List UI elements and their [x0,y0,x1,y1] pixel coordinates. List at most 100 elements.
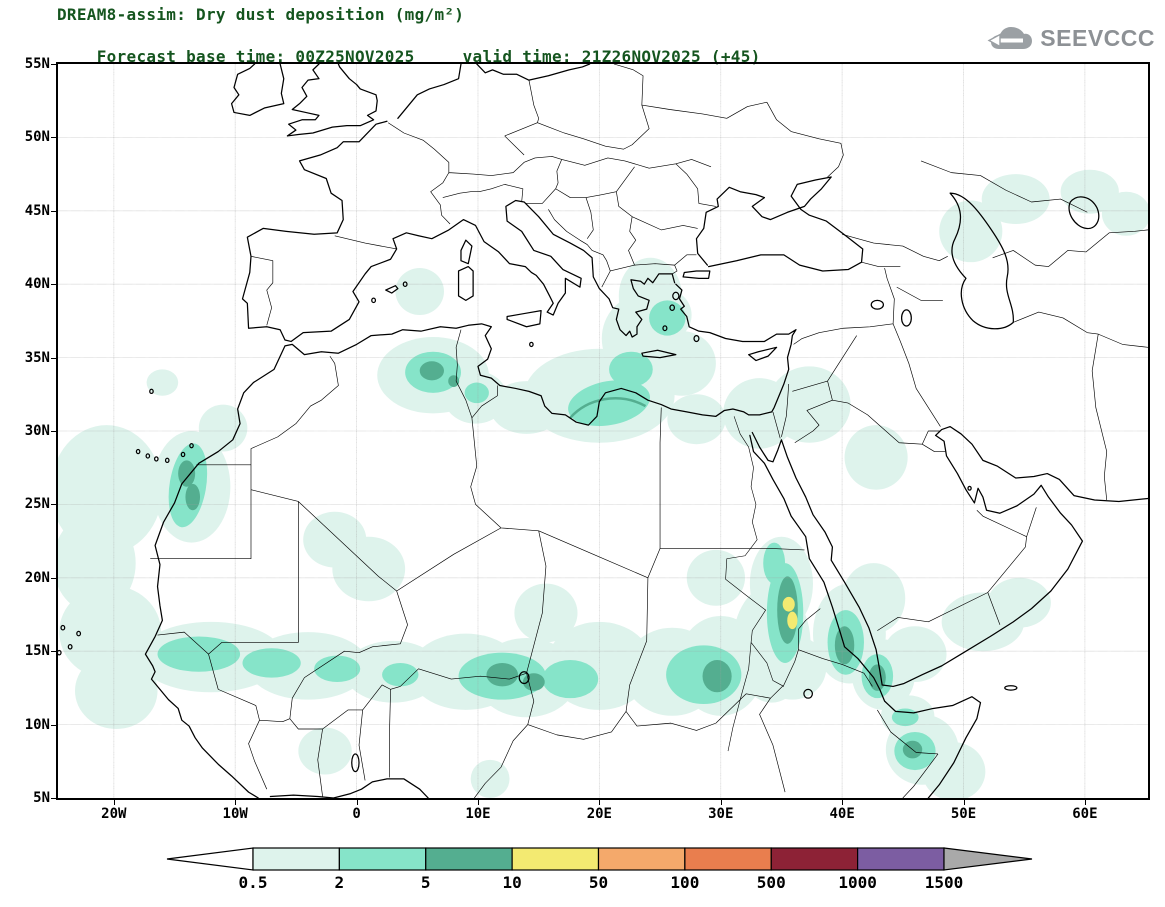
island-corsica [461,240,472,263]
borders-middle-east [773,268,1148,631]
island-menorca [403,282,407,286]
y-axis-label: 30N [24,423,50,439]
country-borders [150,64,1148,798]
island-malta [530,342,533,346]
colorbar-tick-label: 500 [756,873,786,892]
coastline-sinai-arabia-gulf [752,427,1148,687]
dust-shading-level-0.5-2 [58,169,1148,798]
cape-verde-island [68,645,72,649]
island-crete [642,350,676,357]
y-axis-tick [51,431,56,432]
colorbar-tick-label: 5 [420,873,431,892]
colorbar-segment [338,847,427,871]
lake-tana [804,689,812,698]
borders-europe [251,64,1148,325]
island-cyprus [749,347,777,360]
island-naxos [663,326,667,331]
chart-title: DREAM8-assim: Dry dust deposition (mg/m²… [57,5,465,24]
colorbar-tick-label: 1000 [838,873,877,892]
canary-island [146,454,149,458]
lake-volta [352,754,359,772]
y-axis-label: 10N [24,716,50,733]
x-axis-label: 10W [222,806,248,822]
colorbar [166,847,1033,871]
dust-shading-level-10-50 [782,596,798,630]
coastline-aral-sea [1069,197,1099,229]
lake-chad [519,672,529,684]
colorbar-tick-label: 2 [334,873,345,892]
island-lesbos [673,292,679,299]
x-axis-tick [842,800,844,805]
forecast-base-time: Forecast base time: 00Z25NOV2025 [96,47,415,66]
island-chios [670,305,674,310]
coastline-europe-west [242,121,674,341]
colorbar-tick-label: 0.5 [238,873,268,892]
x-axis-tick [599,800,601,805]
lake-van [871,300,883,309]
valid-time: valid time: 21Z26NOV2025 (+45) [462,47,761,66]
canary-island [190,444,193,448]
island-bahrain [968,486,971,490]
cloud-logo-icon [987,27,1033,49]
x-axis-tick [477,800,479,805]
colorbar-tick-label: 50 [588,873,609,892]
colorbar-segment [684,847,772,871]
x-axis-label: 10E [465,806,491,822]
y-axis-tick [51,284,56,286]
colorbar-above-range-arrow [943,847,1033,871]
colorbar-segment [770,847,859,871]
y-axis-label: 45N [24,202,50,219]
y-axis-label: 15N [24,643,50,660]
y-axis-tick [51,504,56,506]
x-axis-tick [356,800,358,805]
island-mallorca [386,286,398,293]
cape-verde-island [61,626,65,630]
canary-island [155,457,158,461]
nile-river-line [726,416,784,751]
y-axis-label: 20N [24,569,50,586]
coastline-caspian-sea [950,193,1013,329]
cape-verde-island [58,650,61,654]
colorbar-below-range-arrow [166,847,254,871]
y-axis-tick [51,577,56,579]
map-plot-area [58,64,1148,798]
chart-subtitle: Forecast base time: 00Z25NOV2025 valid ti… [57,28,761,85]
colorbar-segment [252,847,340,871]
canary-island [166,458,169,462]
y-axis-tick [51,64,56,65]
canary-island [181,452,184,456]
island-socotra [1005,686,1017,690]
x-axis-tick [720,800,722,805]
coastline-marmara [683,271,710,278]
coastline-ireland [232,64,284,115]
lake-urmia [902,310,912,326]
coastline-north-sea-baltic [398,64,590,118]
x-axis-label: 30E [708,806,734,822]
x-axis-label: 40E [829,806,855,822]
colorbar-tick-label: 1500 [924,873,964,892]
seevccc-logo: SEEVCCC [987,22,1155,54]
cape-verde-island [77,631,81,635]
x-axis-label: 20E [586,806,612,822]
y-axis-label: 55N [24,56,50,72]
x-axis-label: 0 [352,806,361,822]
island-rhodes [694,336,699,342]
x-axis-label: 50E [950,806,977,822]
y-axis-tick [51,357,56,359]
island-sicily [507,311,541,327]
y-axis-tick [51,798,56,799]
y-axis-label: 5N [33,790,50,806]
x-axis-tick [113,800,115,805]
colorbar-tick-label: 10 [502,873,522,892]
colorbar-segment [597,847,686,871]
y-axis-tick [51,651,56,653]
y-axis-label: 40N [24,276,50,293]
island-sardinia [459,267,474,301]
x-axis-tick [235,800,237,805]
y-axis-label: 50N [24,129,50,146]
colorbar-segment [425,847,513,871]
canary-island [136,449,139,453]
coastline-turkey-africa-west [145,284,796,798]
coastline-black-sea [696,177,862,271]
